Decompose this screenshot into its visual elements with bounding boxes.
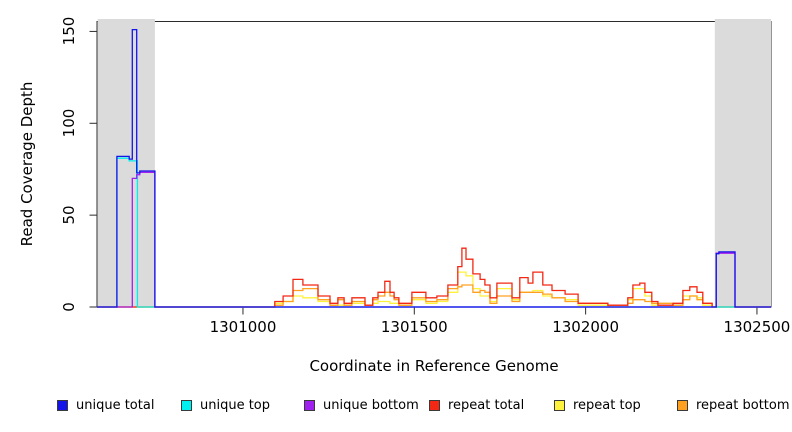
y-axis-title: Read Coverage Depth	[18, 81, 36, 247]
series-unique-top	[97, 157, 771, 308]
series-unique-bottom	[97, 171, 771, 308]
x-tick-label: 1302000	[552, 318, 620, 336]
x-axis-title: Coordinate in Reference Genome	[309, 357, 559, 375]
x-tick-label: 1302500	[723, 318, 791, 336]
y-tick-label: 150	[60, 17, 78, 46]
series-unique-total	[97, 28, 771, 308]
y-tick-label: 50	[60, 205, 78, 225]
series-repeat-total	[97, 247, 771, 308]
y-tick-label: 0	[60, 302, 78, 312]
shaded-region	[714, 19, 771, 307]
y-tick-label: 100	[60, 108, 78, 138]
x-tick-label: 1301500	[380, 318, 448, 336]
plot-box	[96, 21, 772, 308]
x-tick-label: 1301000	[209, 318, 277, 336]
shaded-region	[97, 19, 155, 307]
